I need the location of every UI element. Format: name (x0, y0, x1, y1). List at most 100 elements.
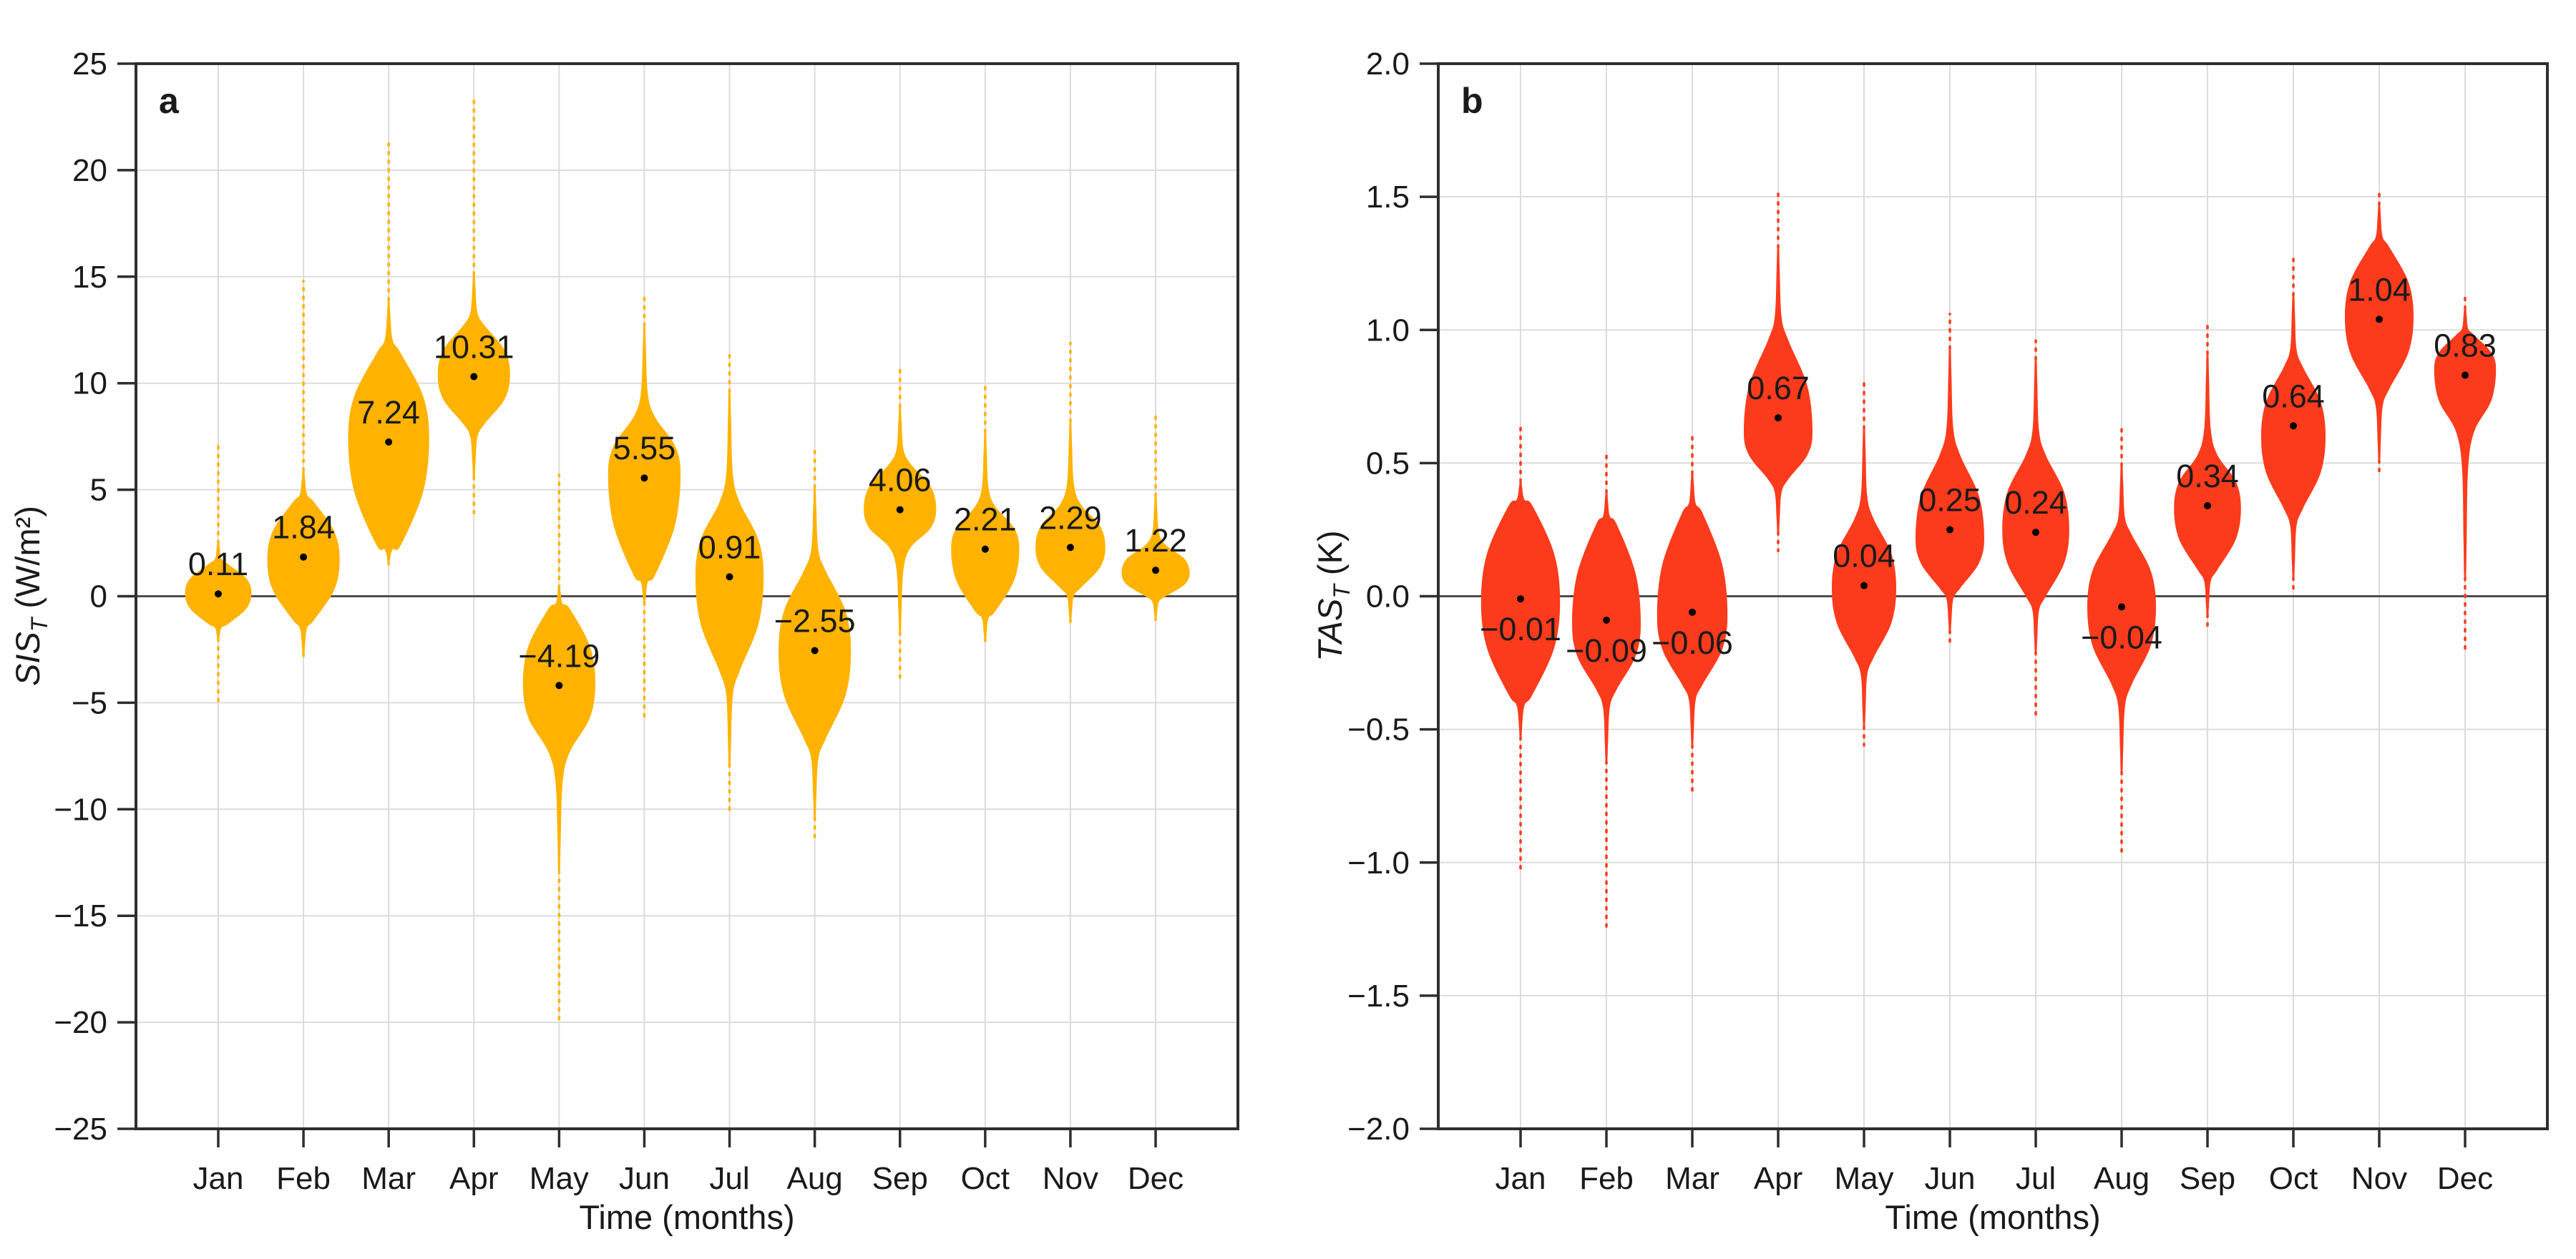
y-tick-label: −1.5 (1347, 979, 1410, 1014)
mean-value-label: 0.24 (2004, 484, 2067, 521)
mean-value-label: −0.04 (2081, 619, 2162, 655)
violin-body (2261, 293, 2326, 580)
violin-body (267, 469, 340, 655)
mean-value-label: 0.83 (2434, 328, 2497, 364)
mean-dot (555, 682, 563, 690)
x-axis-title: Time (months) (1885, 1198, 2100, 1236)
violin-body (1480, 481, 1561, 739)
violin-body (951, 429, 1020, 640)
y-tick-label: −5 (72, 685, 107, 720)
mean-dot (2204, 501, 2211, 509)
violin-apr: 0.67 (1744, 187, 1813, 552)
mean-dot (2462, 371, 2469, 379)
mean-dot (981, 545, 989, 553)
violin-aug: −0.04 (2081, 427, 2162, 859)
mean-value-label: 2.29 (1039, 499, 1102, 536)
y-tick-label: 0.5 (1366, 446, 1410, 481)
mean-value-label: 0.91 (698, 529, 761, 565)
x-tick-label: Dec (1128, 1161, 1184, 1196)
mean-dot (640, 474, 648, 482)
x-tick-label: May (530, 1161, 589, 1196)
mean-dot (470, 373, 478, 381)
x-tick-label: Jul (2016, 1161, 2056, 1196)
mean-dot (726, 573, 733, 581)
mean-dot (300, 553, 308, 561)
x-tick-label: Sep (872, 1161, 928, 1196)
violin-body (864, 404, 937, 635)
violin-body (2087, 464, 2156, 775)
violin-body (2434, 308, 2497, 582)
y-tick-label: −0.5 (1347, 712, 1410, 748)
y-tick-label: 20 (72, 153, 107, 188)
mean-dot (2118, 603, 2125, 611)
violin-mar: 7.24 (348, 141, 429, 572)
mean-value-label: −2.55 (774, 602, 856, 639)
mean-dot (385, 438, 393, 446)
mean-value-label: 0.34 (2176, 458, 2239, 494)
violin-feb: 1.84 (267, 280, 340, 664)
violin-body (1121, 494, 1190, 619)
violin-jun: 5.55 (608, 290, 681, 721)
x-tick-label: Dec (2437, 1161, 2493, 1196)
mean-value-label: −0.01 (1480, 611, 1561, 647)
x-tick-label: Feb (1579, 1161, 1634, 1196)
y-tick-label: 5 (90, 473, 107, 508)
violin-oct: 0.64 (2261, 254, 2326, 595)
violin-oct: 2.21 (951, 381, 1020, 647)
panel-a: 0.11 1.84 7.24 10.31 −4.19 5.55 0.91 −2.55 4.06 2… (9, 46, 1239, 1236)
mean-dot (811, 647, 819, 655)
mean-value-label: −0.09 (1566, 632, 1647, 669)
mean-value-label: 1.04 (2348, 271, 2411, 308)
mean-value-label: −4.19 (518, 637, 600, 674)
mean-dot (1860, 582, 1868, 589)
x-tick-label: Jul (709, 1161, 749, 1196)
mean-value-label: −0.06 (1652, 624, 1733, 661)
y-axis-title: SIST (W/m²) (9, 506, 52, 686)
y-tick-label: −25 (54, 1112, 107, 1147)
violin-nov: 2.29 (1035, 341, 1106, 625)
y-tick-label: −2.0 (1347, 1112, 1410, 1147)
mean-value-label: 5.55 (613, 430, 676, 466)
mean-dot (896, 506, 904, 514)
violin-jan: 0.11 (185, 441, 252, 709)
panel-b: −0.01−0.09 −0.06 0.67 0.04 0.25 0.24 −0.04 0.34… (1311, 46, 2549, 1236)
violin-body (1916, 345, 1984, 632)
x-tick-label: Jan (1496, 1161, 1546, 1196)
violin-aug: −2.55 (774, 448, 856, 843)
violin-mar: −0.06 (1652, 432, 1733, 792)
y-axis-title: TAST (K) (1311, 530, 1355, 661)
x-tick-label: Oct (2269, 1161, 2318, 1196)
violin-body (1572, 491, 1641, 764)
mean-dot (1517, 595, 1524, 603)
mean-dot (215, 590, 222, 598)
x-tick-label: Jun (619, 1161, 670, 1196)
violin-dec: 0.83 (2434, 294, 2497, 654)
violin-jul: 0.24 (2002, 339, 2069, 720)
mean-value-label: 7.24 (357, 394, 420, 431)
x-tick-label: Aug (2094, 1161, 2150, 1196)
mean-value-label: 10.31 (434, 328, 514, 365)
mean-value-label: 2.21 (954, 501, 1017, 538)
x-tick-label: Sep (2180, 1161, 2235, 1196)
x-tick-label: Apr (1754, 1161, 1802, 1196)
y-tick-label: 25 (72, 46, 107, 82)
x-tick-label: Mar (361, 1161, 416, 1196)
violin-sep: 0.34 (2174, 320, 2241, 632)
violin-nov: 1.04 (2345, 187, 2414, 473)
violin-body (1744, 244, 1813, 534)
violin-body (1832, 426, 1896, 729)
x-axis-title: Time (months) (579, 1198, 794, 1236)
mean-dot (1066, 544, 1074, 552)
violin-jul: 0.91 (695, 348, 764, 817)
mean-value-label: 4.06 (869, 462, 932, 499)
violin-body (2174, 351, 2241, 617)
violin-body (348, 298, 429, 563)
mean-dot (2290, 422, 2297, 430)
x-tick-label: Apr (449, 1161, 498, 1196)
y-tick-label: 15 (72, 260, 107, 295)
violin-body (2002, 356, 2069, 655)
mean-value-label: 0.67 (1747, 370, 1810, 406)
violin-jun: 0.25 (1916, 313, 1984, 648)
